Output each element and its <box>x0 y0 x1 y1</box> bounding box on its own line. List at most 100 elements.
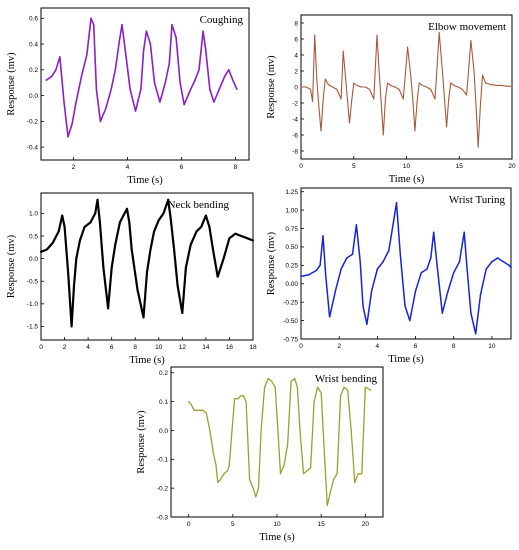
data-point <box>257 487 260 489</box>
y-axis-label: Response (mv) <box>6 52 17 116</box>
data-point <box>416 100 418 102</box>
chart-title: Wrist Turing <box>449 194 506 206</box>
x-tick-label: 10 <box>273 521 281 528</box>
data-point <box>314 34 316 36</box>
data-point <box>418 82 420 84</box>
x-tick-label: 14 <box>202 344 210 351</box>
data-point <box>236 88 238 90</box>
x-tick-label: 0 <box>39 344 43 351</box>
plot-frame <box>40 7 250 161</box>
data-point <box>457 86 459 88</box>
data-point <box>208 225 211 228</box>
y-tick-label: -0.25 <box>283 299 298 306</box>
data-point <box>302 473 305 475</box>
x-tick-label: 20 <box>362 521 370 528</box>
data-point <box>134 110 137 112</box>
data-point <box>95 88 98 90</box>
data-point <box>190 403 192 406</box>
data-point <box>215 464 217 466</box>
data-point <box>479 294 482 296</box>
data-point <box>481 74 483 76</box>
data-point <box>426 268 428 270</box>
data-point <box>181 311 184 314</box>
data-point <box>395 202 398 204</box>
data-point <box>310 88 311 90</box>
y-tick-label: -0.75 <box>283 336 298 343</box>
x-tick-label: 0 <box>299 163 303 170</box>
data-point <box>279 473 282 475</box>
data-point <box>149 43 152 45</box>
y-tick-label: -6 <box>292 132 298 139</box>
data-point <box>176 284 179 287</box>
data-point <box>332 478 335 481</box>
x-tick-label: 4 <box>126 164 130 171</box>
data-point <box>340 268 342 270</box>
data-point <box>376 268 379 270</box>
y-tick-label: -2 <box>292 100 298 107</box>
data-point <box>443 98 445 100</box>
data-point <box>414 130 416 132</box>
y-tick-label: 0.0 <box>29 93 38 100</box>
y-tick-label: -8 <box>292 148 298 155</box>
data-point <box>300 275 302 278</box>
data-point <box>309 467 312 469</box>
data-point <box>232 79 234 81</box>
data-point <box>153 230 156 233</box>
data-point <box>118 221 121 224</box>
data-point <box>240 395 242 397</box>
data-point <box>294 377 296 380</box>
data-point <box>277 429 279 432</box>
data-point <box>466 268 468 270</box>
y-tick-label: 2 <box>294 68 298 75</box>
data-point <box>351 100 353 102</box>
data-point <box>344 74 346 76</box>
data-point <box>496 257 499 259</box>
data-point <box>283 464 285 466</box>
data-point <box>153 81 156 84</box>
data-point <box>118 40 121 43</box>
data-point <box>105 107 107 110</box>
data-point <box>347 389 349 391</box>
data-point <box>325 275 327 278</box>
x-axis-label: Time (s) <box>129 355 165 366</box>
data-point <box>318 106 320 108</box>
data-point <box>61 214 64 217</box>
data-point <box>205 49 207 52</box>
y-tick-label: -0.4 <box>27 144 39 151</box>
data-point <box>446 126 448 128</box>
data-point <box>362 305 364 307</box>
data-point <box>242 395 245 397</box>
data-point <box>149 248 152 251</box>
chart-4: 0 5 10 15 20 -0.3 -0.2 -0.1 0.0 0.1 0.2 Wrist bendi… <box>136 366 384 543</box>
data-point <box>157 219 160 222</box>
data-point <box>234 398 236 400</box>
y-tick-label: 0.6 <box>29 16 38 23</box>
data-point <box>495 84 497 86</box>
data-point <box>382 260 384 263</box>
data-point <box>359 260 361 263</box>
data-point <box>89 221 92 224</box>
data-point <box>83 225 86 228</box>
data-point <box>168 62 171 65</box>
data-point <box>188 401 190 403</box>
x-tick-label: 15 <box>318 521 326 528</box>
data-point <box>228 237 231 240</box>
data-point <box>125 207 128 210</box>
data-point <box>430 257 432 259</box>
data-point <box>343 386 345 388</box>
series-line-0 <box>39 198 255 328</box>
data-point <box>312 100 314 102</box>
data-point <box>353 82 355 84</box>
data-point <box>351 253 354 255</box>
x-axis-label: Time (s) <box>259 532 295 543</box>
data-point <box>500 84 502 86</box>
data-point <box>511 85 513 87</box>
data-point <box>189 244 192 247</box>
data-point <box>421 84 423 86</box>
data-point <box>213 101 215 103</box>
data-point <box>260 429 262 432</box>
data-point <box>209 88 211 90</box>
data-point <box>110 88 112 90</box>
data-point <box>140 88 142 90</box>
data-point <box>92 24 95 26</box>
